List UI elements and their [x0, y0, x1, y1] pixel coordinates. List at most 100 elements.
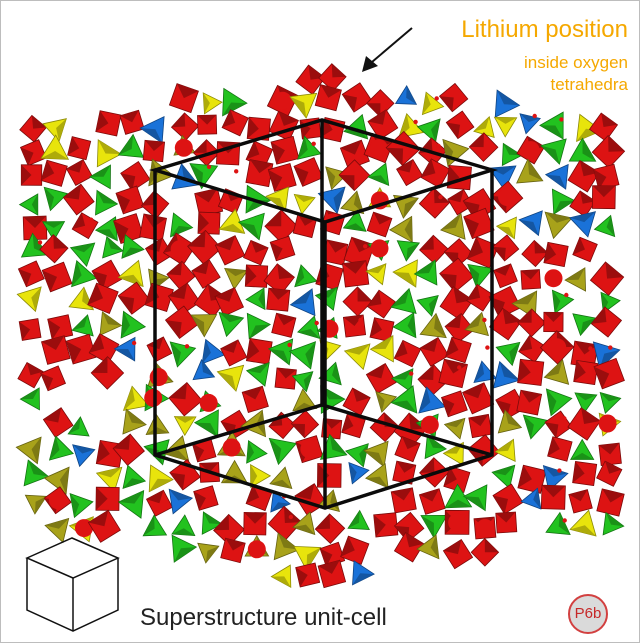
octahedron-facet [242, 386, 263, 400]
octahedron-facet [297, 214, 317, 226]
polyhedra-layer [15, 63, 626, 589]
octahedron-facet [166, 261, 182, 276]
lithium-site [608, 345, 613, 350]
octahedron-facet [402, 436, 421, 450]
tetrahedron-facet [121, 311, 130, 338]
octahedron-facet [295, 567, 308, 587]
oxygen-atom [48, 491, 67, 510]
tetrahedron [224, 267, 249, 290]
lithium-site [438, 194, 443, 200]
tetrahedron [43, 466, 70, 495]
tetrahedron-facet [28, 460, 49, 477]
tetrahedron-facet [546, 389, 557, 416]
tetrahedron-facet [172, 528, 195, 536]
lithium-site [111, 364, 116, 370]
oxygen-atom [476, 519, 494, 537]
lithium-site [436, 143, 441, 149]
octahedron-facet [198, 212, 209, 234]
tetrahedron-facet [121, 247, 144, 259]
octahedron-facet [368, 109, 387, 125]
tetrahedron-facet [421, 515, 434, 538]
tetrahedron-facet [366, 263, 386, 274]
octahedron-facet [268, 288, 290, 300]
tetrahedron-facet [520, 113, 541, 122]
octahedron-facet [20, 147, 34, 166]
tetrahedron-facet [163, 450, 189, 461]
tetrahedron-facet [303, 371, 313, 392]
tetrahedron-facet [391, 368, 413, 380]
tetrahedron-facet [422, 92, 431, 115]
lithium-site [287, 342, 292, 348]
tetrahedron-facet [290, 96, 307, 118]
tetrahedron [41, 221, 66, 242]
tetrahedron-facet [194, 422, 218, 437]
tetrahedron-facet [473, 116, 490, 132]
lithium-site [457, 365, 462, 370]
octahedron-facet [419, 235, 434, 250]
octahedron-facet [193, 139, 207, 153]
lithium-site [358, 317, 363, 323]
tetrahedron-facet [414, 260, 436, 274]
octahedron-facet [492, 246, 506, 261]
octahedron-facet [420, 158, 436, 178]
tetrahedron-facet [582, 138, 596, 162]
tetrahedron-facet [203, 512, 223, 525]
tetrahedron-facet [545, 174, 566, 190]
octahedron-facet [145, 283, 160, 305]
tetrahedron-facet [123, 386, 135, 411]
octahedron-facet [444, 359, 468, 374]
arrow-icon [362, 27, 413, 72]
tetrahedron-facet [442, 139, 454, 167]
octahedron-facet [171, 112, 186, 128]
tetrahedron-facet [467, 264, 480, 288]
tetrahedron-facet [305, 341, 316, 369]
octahedron-facet [439, 273, 457, 292]
tetrahedron-facet [509, 342, 520, 366]
tetrahedron-facet [20, 387, 40, 400]
tetrahedron-facet [90, 165, 111, 177]
octahedron-facet [191, 259, 210, 275]
oxygen-atom [369, 139, 388, 158]
lithium-site [482, 317, 487, 323]
octahedron-facet [278, 111, 299, 126]
octahedron-facet [602, 488, 625, 503]
tetrahedron-facet [249, 324, 271, 339]
lithium-site [588, 346, 593, 351]
octahedron-facet [197, 115, 217, 125]
octahedron-facet [608, 135, 625, 152]
octahedron-facet [418, 364, 434, 380]
octahedron-facet [343, 314, 364, 326]
octahedron-facet [276, 313, 296, 326]
octahedron-facet [601, 113, 618, 127]
octahedron-facet [40, 373, 54, 391]
octahedron-facet [222, 109, 236, 128]
tetrahedron-facet [224, 268, 248, 277]
tetrahedron-facet [430, 535, 439, 559]
octahedron-facet [594, 366, 610, 389]
tetrahedron-facet [271, 576, 291, 588]
lithium-site [59, 341, 65, 347]
tetrahedron-facet [293, 524, 315, 535]
lithium-site [233, 293, 238, 298]
octahedron-facet [534, 240, 548, 254]
tetrahedron-facet [333, 187, 345, 214]
tetrahedron-facet [278, 533, 300, 550]
tetrahedron-facet [330, 490, 340, 512]
octahedron-facet [517, 465, 532, 488]
tetrahedron-facet [294, 194, 315, 202]
tetrahedron-facet [238, 222, 260, 240]
octahedron-facet [580, 190, 596, 204]
octahedron-facet [87, 283, 103, 305]
octahedron-facet [443, 539, 462, 555]
octahedron-facet [41, 335, 65, 350]
octahedron-facet [502, 308, 522, 325]
octahedron-facet [168, 382, 187, 400]
octahedron-facet [592, 185, 616, 198]
tetrahedron-facet [246, 362, 270, 374]
tetrahedron-facet [332, 362, 342, 385]
octahedron-facet [543, 242, 557, 263]
tetrahedron-facet [512, 291, 537, 305]
tetrahedron-facet [56, 118, 67, 142]
lithium-site [413, 119, 418, 125]
